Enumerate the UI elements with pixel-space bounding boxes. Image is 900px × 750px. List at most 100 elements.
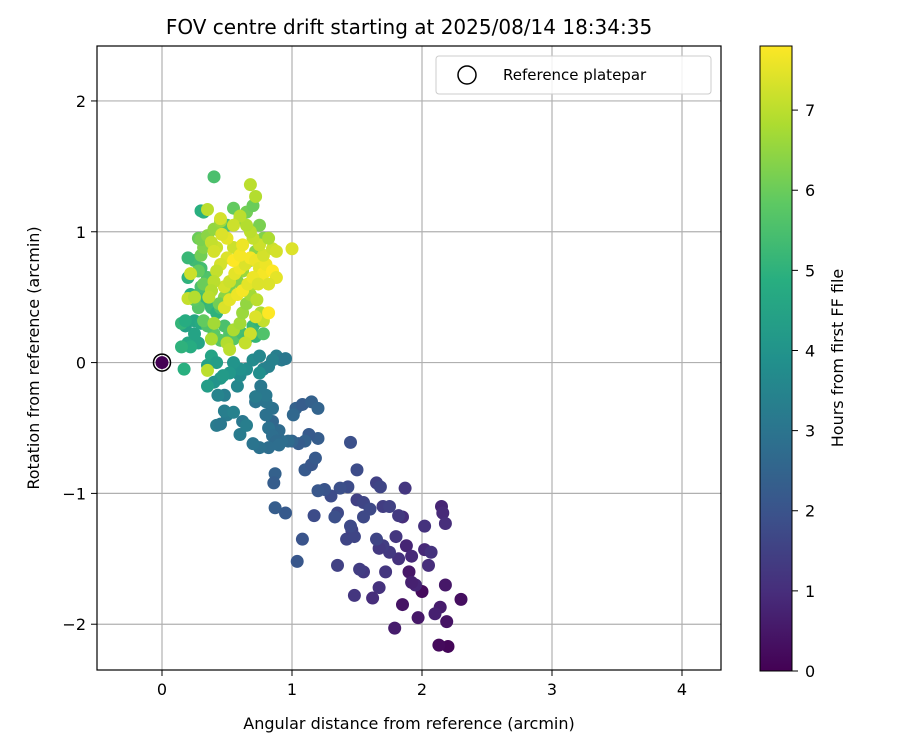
scatter-point <box>227 218 240 232</box>
colorbar-ticks: 0 1 2 3 4 5 6 7 <box>792 101 815 681</box>
scatter-point <box>251 277 265 291</box>
scatter-point <box>424 545 438 559</box>
colorbar-tick-label: 7 <box>805 101 815 120</box>
scatter-point <box>253 218 266 232</box>
scatter-point <box>214 212 227 226</box>
scatter-point <box>227 405 240 419</box>
colorbar-tick-label: 5 <box>805 261 815 280</box>
colorbar-tick-label: 0 <box>805 662 815 681</box>
y-tick-label: 1 <box>76 223 86 242</box>
scatter-point <box>246 437 260 451</box>
scatter-point <box>262 306 276 320</box>
x-tick-label: 4 <box>677 680 687 699</box>
scatter-point <box>311 484 325 498</box>
x-axis-ticks: 0 1 2 3 4 <box>157 670 687 699</box>
scatter-point <box>331 558 344 572</box>
scatter-point <box>227 356 240 370</box>
scatter-point <box>307 509 321 523</box>
scatter-point <box>243 178 257 192</box>
scatter-point <box>328 510 342 524</box>
scatter-point <box>201 379 214 393</box>
scatter-point <box>357 510 370 524</box>
legend-label: Reference platepar <box>503 66 647 84</box>
scatter-point <box>454 592 468 606</box>
y-axis-label: Rotation from reference (arcmin) <box>24 226 43 489</box>
scatter-point <box>411 611 425 625</box>
y-tick-label: −1 <box>62 484 86 503</box>
scatter-point <box>286 408 300 422</box>
scatter-point <box>254 379 268 393</box>
scatter-point <box>436 506 450 520</box>
scatter-point <box>432 638 446 652</box>
scatter-point <box>184 267 198 281</box>
chart-title: FOV centre drift starting at 2025/08/14 … <box>166 15 652 39</box>
colorbar-gradient <box>759 45 793 672</box>
scatter-point <box>290 554 304 568</box>
scatter-point <box>311 401 325 415</box>
scatter-point <box>249 390 263 404</box>
scatter-point <box>373 480 387 494</box>
colorbar-tick-label: 1 <box>805 582 815 601</box>
scatter-point <box>253 349 266 363</box>
scatter-point <box>256 248 270 262</box>
scatter-point <box>295 532 309 546</box>
x-tick-label: 1 <box>287 680 297 699</box>
scatter-point <box>207 316 221 330</box>
scatter-point <box>253 366 266 380</box>
colorbar-tick-label: 4 <box>805 341 815 360</box>
legend: Reference platepar <box>435 55 712 95</box>
scatter-point <box>230 379 244 393</box>
scatter-point <box>211 388 225 402</box>
scatter-point <box>347 588 361 602</box>
scatter-point <box>389 530 403 544</box>
scatter-point <box>177 362 191 376</box>
x-tick-label: 3 <box>547 680 557 699</box>
reference-platepar-marker <box>152 353 172 372</box>
scatter-point <box>388 621 402 635</box>
legend-marker-icon <box>457 65 477 85</box>
scatter-point <box>188 290 201 304</box>
scatter-point <box>272 438 286 452</box>
scatter-point <box>240 218 253 232</box>
y-axis-ticks: −2 −1 0 1 2 <box>62 92 97 634</box>
scatter-point <box>178 314 192 328</box>
scatter-point <box>398 481 412 495</box>
scatter-point <box>344 519 357 533</box>
y-tick-label: 0 <box>76 354 86 373</box>
scatter-point <box>184 340 198 354</box>
scatter-point <box>207 170 221 184</box>
scatter-point <box>207 244 221 258</box>
scatter-point <box>256 327 270 341</box>
scatter-point <box>214 417 227 431</box>
scatter-point <box>223 342 237 356</box>
legend-box <box>435 55 712 95</box>
scatter-point <box>268 501 282 515</box>
scatter-point <box>201 203 214 217</box>
scatter-point <box>250 293 264 307</box>
scatter-point <box>267 476 281 490</box>
scatter-point <box>181 251 195 265</box>
scatter-point <box>262 277 276 291</box>
scatter-point <box>399 539 413 553</box>
scatter-point <box>233 428 247 442</box>
scatter-point <box>402 565 416 579</box>
scatter-point <box>422 558 435 572</box>
scatter-point <box>204 332 218 346</box>
scatter-point <box>201 363 214 377</box>
y-tick-label: −2 <box>62 615 86 634</box>
scatter-point <box>249 189 263 203</box>
scatter-point <box>344 435 357 449</box>
colorbar: 0 1 2 3 4 5 6 7 Hours from first FF file <box>759 45 847 681</box>
scatter-point <box>233 209 247 223</box>
scatter-point <box>210 264 224 278</box>
scatter-point <box>379 565 393 579</box>
scatter-point <box>438 516 452 530</box>
scatter-point <box>418 519 432 533</box>
scatter-point <box>372 581 386 595</box>
colorbar-label: Hours from first FF file <box>828 269 847 448</box>
colorbar-tick-label: 2 <box>805 502 815 521</box>
scatter-point <box>347 530 361 544</box>
scatter-point <box>438 578 452 592</box>
x-tick-label: 0 <box>157 680 167 699</box>
